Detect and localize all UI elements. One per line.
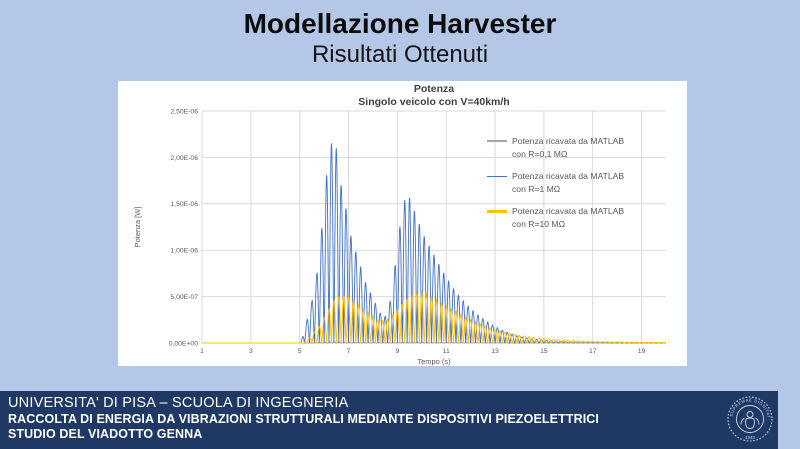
x-tick-label: 13: [491, 348, 499, 355]
seal-year-text: · 1343 ·: [742, 435, 757, 440]
seal-cherub-figure: [740, 411, 760, 429]
x-tick-label: 3: [249, 348, 253, 355]
series-line: [202, 290, 666, 345]
legend-line2: con R=0,1 MΩ: [512, 149, 568, 159]
gray-line-swatch-icon: [487, 140, 507, 142]
x-tick-label: 1: [200, 348, 204, 355]
footer-thesis-title: RACCOLTA DI ENERGIA DA VIBRAZIONI STRUTT…: [8, 412, 599, 426]
power-chart: 0,00E+00 5,00E-07 1,00E-06 1,50E-06 2,00E-06…: [133, 83, 667, 366]
seal-outer-ring: [727, 396, 773, 442]
seal-inner-ring: [736, 405, 764, 433]
unipi-seal-logo: IN SUPREMAE DIGNITATIS · 1343 ·: [725, 394, 773, 442]
x-tick-label: 17: [589, 348, 597, 355]
y-tick-label: 1,50E-06: [170, 201, 198, 208]
data-series: [202, 143, 667, 345]
legend-entry-label: Potenza ricavata da MATLAB con R=1 MΩ: [512, 170, 624, 196]
footer-study: STUDIO DEL VIADOTTO GENNA: [8, 427, 203, 441]
slide-subtitle: Risultati Ottenuti: [311, 41, 489, 68]
x-tick-label: 19: [638, 348, 646, 355]
legend-line1: Potenza ricavata da MATLAB: [512, 171, 625, 181]
blue-line-swatch-icon: [487, 175, 507, 177]
x-tick-label: 11: [443, 348, 450, 355]
x-tick-label: 15: [540, 348, 548, 355]
y-axis-title: Potenza [W]: [133, 207, 142, 248]
chart-panel: 0,00E+00 5,00E-07 1,00E-06 1,50E-06 2,00E-06…: [118, 81, 687, 366]
x-tick-label: 9: [395, 348, 399, 355]
footer-university: UNIVERSITA' DI PISA – SCUOLA DI INGEGNER…: [8, 395, 349, 411]
slide-title: Modellazione Harvester: [243, 8, 557, 39]
y-tick-label: 5,00E-07: [170, 294, 198, 301]
x-tick-label: 5: [298, 348, 302, 355]
footer-text-block: UNIVERSITA' DI PISA – SCUOLA DI INGEGNER…: [8, 395, 718, 442]
y-tick-label: 2,00E-06: [170, 155, 198, 162]
legend-entry-r1: Potenza ricavata da MATLAB con R=1 MΩ: [487, 170, 683, 196]
legend-entry-label: Potenza ricavata da MATLAB con R=0,1 MΩ: [512, 135, 624, 161]
x-tick-label: 7: [347, 348, 351, 355]
legend-line2: con R=1 MΩ: [512, 184, 561, 194]
legend-entry-r10: Potenza ricavata da MATLAB con R=10 MΩ: [487, 205, 683, 231]
yellow-line-swatch-icon: [487, 209, 507, 213]
chart-title: Potenza: [414, 83, 454, 95]
legend-line1: Potenza ricavata da MATLAB: [512, 136, 625, 146]
y-tick-label: 2,50E-06: [170, 108, 198, 115]
gridlines: [201, 110, 666, 344]
legend-line1: Potenza ricavata da MATLAB: [512, 206, 625, 216]
y-tick-label: 1,00E-06: [170, 248, 198, 255]
x-axis-title: Tempo (s): [417, 357, 451, 366]
legend-entry-label: Potenza ricavata da MATLAB con R=10 MΩ: [512, 205, 624, 231]
chart-subtitle: Singolo veicolo con V=40km/h: [358, 96, 509, 108]
chart-legend: Potenza ricavata da MATLAB con R=0,1 MΩ …: [487, 135, 683, 240]
legend-line2: con R=10 MΩ: [512, 219, 565, 229]
footer-bar: UNIVERSITA' DI PISA – SCUOLA DI INGEGNER…: [0, 391, 778, 449]
legend-entry-r0-1: Potenza ricavata da MATLAB con R=0,1 MΩ: [487, 135, 683, 161]
seal-motto-text: IN SUPREMAE DIGNITATIS: [725, 394, 772, 419]
y-tick-label: 0,00E+00: [169, 340, 199, 347]
axis-ticks: 0,00E+00 5,00E-07 1,00E-06 1,50E-06 2,00E-06…: [169, 108, 646, 355]
